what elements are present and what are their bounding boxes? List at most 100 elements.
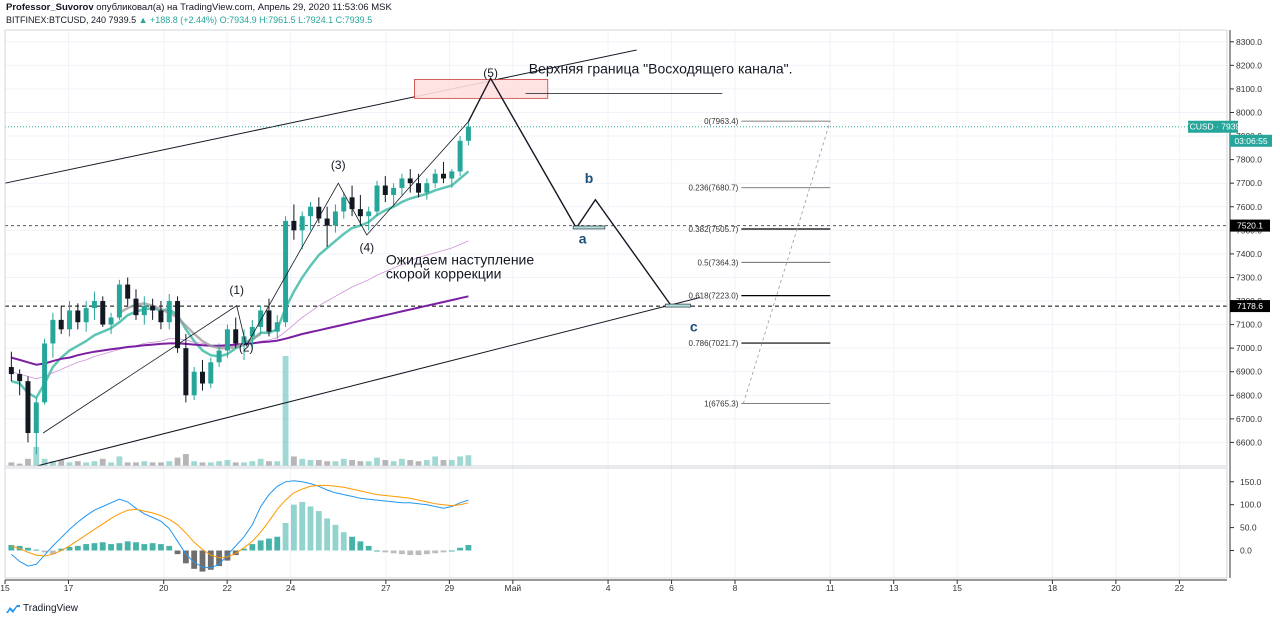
- moving-averages: [10, 170, 470, 400]
- macd-histogram-bar: [182, 550, 189, 564]
- candle-body: [50, 319, 56, 344]
- candle-body: [158, 310, 164, 323]
- fib-level-label: 0.5(7364.3): [697, 258, 738, 267]
- candle-body: [324, 218, 330, 226]
- macd-pane-border: [4, 467, 1228, 579]
- volume-bar: [58, 460, 65, 466]
- volume-bar: [224, 460, 231, 466]
- macd-histogram-bar: [83, 544, 90, 551]
- tradingview-logo[interactable]: TradingView: [6, 603, 78, 614]
- x-tick-label: 15: [952, 583, 962, 593]
- macd-histogram-bar: [241, 548, 247, 551]
- macd-histogram-bar: [141, 544, 148, 551]
- price-tag-box: [1230, 219, 1270, 232]
- candle-body: [33, 402, 39, 434]
- macd-histogram-bar: [357, 541, 364, 551]
- price-tag-box: [1230, 300, 1270, 313]
- macd-tick-label: 150.0: [1240, 477, 1262, 487]
- chart-header: Professor_Suvorov опубликовал(а) на Trad…: [6, 2, 392, 26]
- volume-bar: [266, 461, 272, 466]
- candle-body: [116, 284, 122, 318]
- x-tick-label: 18: [1048, 583, 1058, 593]
- macd-histogram-bar: [299, 501, 306, 551]
- macd-histogram-bar: [307, 506, 314, 551]
- macd-histogram-bar: [199, 550, 206, 572]
- impulse-wave-line: [42, 121, 469, 434]
- macd-histogram-bar: [8, 545, 15, 551]
- volume-bar: [365, 461, 372, 466]
- candle-body: [374, 185, 380, 212]
- elliott-wave-path[interactable]: [42, 76, 691, 434]
- macd-histogram-bar: [249, 544, 256, 551]
- x-tick-label: 24: [286, 583, 296, 593]
- volume-bar: [149, 462, 156, 466]
- candle-body: [299, 216, 305, 231]
- ascending-channel[interactable]: [4, 49, 701, 467]
- channel-upper-line: [4, 49, 637, 184]
- x-tick-label: 20: [159, 583, 169, 593]
- volume-bar: [66, 462, 73, 466]
- macd-histogram-bar: [432, 550, 439, 554]
- y-tick-label: 7300.0: [1236, 272, 1262, 282]
- volume-bar: [141, 461, 148, 466]
- tradingview-logo-text: TradingView: [23, 603, 79, 614]
- channel-lower-line: [36, 297, 701, 467]
- wave-label: a: [579, 230, 587, 246]
- annotations: Верхняя граница "Восходящего канала". Ожи…: [386, 61, 793, 282]
- annotation-text: Верхняя граница "Восходящего канала".: [529, 61, 793, 77]
- macd-pane: [8, 480, 472, 572]
- candle-body: [291, 220, 297, 231]
- candle-body: [91, 301, 97, 309]
- macd-histogram-bar: [124, 541, 131, 551]
- macd-histogram-bar: [49, 550, 56, 555]
- wave-label: (4): [360, 241, 375, 255]
- candle-body: [67, 310, 73, 330]
- volume-bar: [249, 461, 256, 466]
- y-tick-label: 7800.0: [1236, 155, 1262, 165]
- macd-tick-label: 100.0: [1240, 500, 1262, 510]
- wave-label: b: [585, 170, 594, 186]
- last-price: 7939.5: [108, 15, 137, 25]
- candle-body: [58, 319, 64, 330]
- candle-body: [399, 178, 405, 188]
- x-tick-label: 15: [0, 583, 10, 593]
- volume-bar: [166, 461, 173, 466]
- volume-bar: [257, 458, 264, 466]
- moving-average-line: [118, 302, 262, 350]
- candle-body: [391, 187, 397, 195]
- x-tick-label: 4: [606, 583, 611, 593]
- macd-histogram-bar: [423, 550, 430, 555]
- macd-histogram-bar: [274, 536, 281, 551]
- price-chart[interactable]: 0(7963.4) 0.236(7680.7) 0.382(7505.7) 0.5(7…: [0, 0, 1280, 600]
- horizontal-lines[interactable]: [5, 126, 1227, 307]
- price-tag-label: 7178.6: [1237, 301, 1263, 311]
- wave-labels: (1) (2) (3) (4) (5) a b c: [229, 66, 697, 355]
- volume-bar: [448, 460, 455, 466]
- volume-bar: [299, 458, 306, 466]
- volume-bar: [349, 460, 355, 466]
- fibonacci-retracement[interactable]: 0(7963.4) 0.236(7680.7) 0.382(7505.7) 0.5(7…: [689, 117, 831, 408]
- fib-trend-line: [742, 120, 831, 404]
- target-mark-c: [664, 303, 691, 308]
- volume-bars: [8, 356, 472, 466]
- fib-level-label: 0.236(7680.7): [689, 184, 739, 193]
- candle-body: [8, 367, 14, 375]
- volume-bar: [382, 460, 389, 466]
- volume-bar: [41, 458, 48, 466]
- volume-bar: [407, 460, 414, 466]
- volume-bar: [116, 456, 123, 466]
- candle-body: [382, 185, 388, 195]
- candle-body: [332, 211, 338, 226]
- candle-body: [25, 381, 31, 434]
- wave-label: c: [690, 319, 698, 335]
- symbol-info[interactable]: BITFINEX:BTCUSD, 240: [6, 15, 107, 25]
- macd-histogram-bar: [257, 540, 264, 551]
- macd-histogram-bar: [457, 547, 464, 551]
- macd-histogram-bar: [282, 523, 289, 551]
- y-tick-label: 6800.0: [1236, 390, 1262, 400]
- candle-body: [216, 350, 222, 363]
- candle-body: [283, 220, 289, 323]
- candle-body: [308, 206, 314, 217]
- author-name[interactable]: Professor_Suvorov: [6, 2, 94, 13]
- volume-bar: [207, 462, 214, 466]
